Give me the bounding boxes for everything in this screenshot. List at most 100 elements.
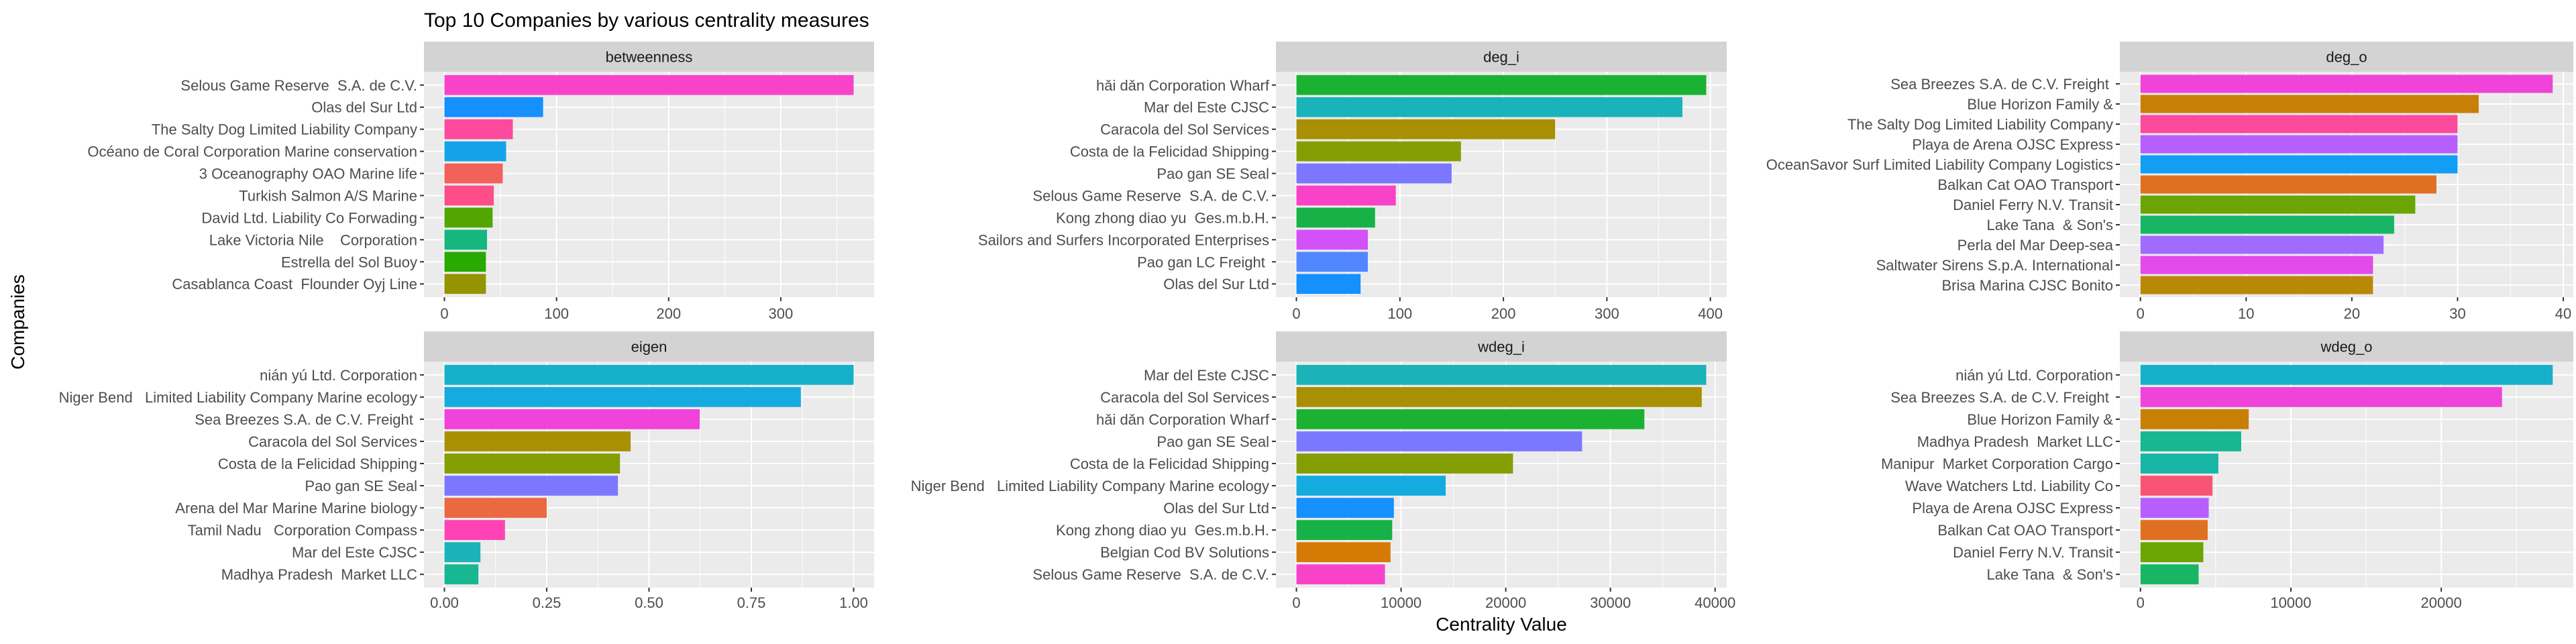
- x-tick-label: 0.50: [635, 594, 663, 611]
- bar: [2140, 74, 2553, 93]
- bar: [444, 252, 486, 272]
- x-tick-label: 10000: [1381, 594, 1421, 611]
- bar: [444, 141, 506, 162]
- category-label: Selous Game Reserve S.A. de C.V.: [1032, 566, 1269, 583]
- bar: [444, 498, 547, 518]
- bar: [2140, 215, 2394, 234]
- panel-eigen: eigen nián yú Ltd. Corporation Niger Bend …: [59, 331, 874, 611]
- x-tick-label: 200: [656, 305, 681, 322]
- x-tick-label: 30000: [1590, 594, 1631, 611]
- category-label: Niger Bend Limited Liability Company Mar…: [911, 478, 1269, 494]
- bar: [1296, 476, 1446, 496]
- x-tick-label: 40: [2555, 305, 2571, 322]
- bar: [444, 74, 854, 95]
- category-label: Costa de la Felicidad Shipping: [1070, 144, 1269, 160]
- bar: [1296, 409, 1645, 429]
- bar: [1296, 207, 1375, 228]
- category-label: Balkan Cat OAO Transport: [1937, 176, 2113, 193]
- panel-deg-o: deg_o Sea Breezes S.A. de C.V. Freight Bl…: [1766, 42, 2573, 322]
- bar: [2140, 476, 2213, 496]
- bar: [1296, 119, 1556, 140]
- bar: [1296, 163, 1452, 184]
- bar: [2140, 155, 2458, 174]
- x-axis-title: Centrality Value: [1436, 614, 1567, 635]
- y-axis-title: Companies: [7, 274, 28, 370]
- bar: [444, 185, 494, 206]
- category-label: Daniel Ferry N.V. Transit: [1953, 197, 2113, 213]
- category-label: Sea Breezes S.A. de C.V. Freight: [195, 411, 417, 428]
- panel-wdeg-o: wdeg_o nián yú Ltd. Corporation Sea Breeze…: [1881, 331, 2573, 611]
- bar: [444, 564, 479, 585]
- x-tick-label: 100: [544, 305, 569, 322]
- bar: [2140, 520, 2208, 540]
- bar: [2140, 431, 2241, 451]
- panel-wdeg-i: wdeg_i Mar del Este CJSC Caracola del Sol …: [911, 331, 1735, 611]
- facet-strip-label: wdeg_o: [2320, 339, 2372, 356]
- bar: [444, 386, 801, 407]
- category-label: nián yú Ltd. Corporation: [260, 367, 417, 384]
- category-label: hǎi dǎn Corporation Wharf: [1096, 77, 1270, 94]
- bar: [444, 520, 505, 540]
- category-label: Kong zhong diao yu Ges.m.b.H.: [1056, 209, 1269, 226]
- bar: [1296, 386, 1702, 407]
- facet-strip: [1276, 331, 1727, 362]
- bar: [2140, 453, 2218, 474]
- bar: [444, 453, 621, 474]
- category-label: Sailors and Surfers Incorporated Enterpr…: [978, 231, 1269, 248]
- category-label: Selous Game Reserve S.A. de C.V.: [180, 77, 417, 94]
- bar: [1296, 453, 1513, 474]
- bar: [1296, 141, 1461, 162]
- category-label: Lake Tana & Son's: [1987, 217, 2113, 233]
- category-label: Turkish Salmon A/S Marine: [239, 187, 417, 204]
- category-label: Wave Watchers Ltd. Liability Co: [1905, 478, 2113, 494]
- bar: [444, 409, 700, 429]
- bar: [2140, 175, 2436, 194]
- bar: [1296, 498, 1394, 518]
- bar: [444, 163, 503, 184]
- bar: [2140, 135, 2458, 154]
- category-label: Casablanca Coast Flounder Oyj Line: [172, 276, 417, 292]
- facet-strip: [1276, 42, 1727, 72]
- facet-strip: [2120, 331, 2573, 362]
- category-label: Daniel Ferry N.V. Transit: [1953, 544, 2113, 561]
- bar: [2140, 542, 2204, 563]
- facet-strip-label: deg_i: [1483, 49, 1519, 66]
- category-label: Pao gan SE Seal: [1157, 166, 1269, 182]
- chart-title: Top 10 Companies by various centrality m…: [424, 9, 869, 32]
- panels: betweenness Selous Game Reserve S.A. de C…: [59, 42, 2573, 611]
- category-label: The Salty Dog Limited Liability Company: [152, 121, 417, 138]
- x-tick-label: 0: [2137, 594, 2145, 611]
- category-label: Pao gan SE Seal: [1157, 433, 1269, 450]
- category-label: Perla del Mar Deep-sea: [1957, 237, 2114, 254]
- category-label: Playa de Arena OJSC Express: [1912, 136, 2113, 153]
- category-label: Manipur Market Corporation Cargo: [1881, 455, 2113, 472]
- category-label: David Ltd. Liability Co Forwading: [201, 209, 417, 226]
- category-label: Lake Tana & Son's: [1987, 566, 2113, 583]
- x-tick-label: 20000: [2421, 594, 2462, 611]
- bar: [1296, 542, 1391, 563]
- facet-strip-label: betweenness: [606, 49, 693, 66]
- panel-deg-i: deg_i hǎi dǎn Corporation Wharf Mar del Es…: [978, 42, 1727, 322]
- category-label: Selous Game Reserve S.A. de C.V.: [1032, 187, 1269, 204]
- x-tick-label: 1.00: [839, 594, 868, 611]
- category-label: Tamil Nadu Corporation Compass: [188, 522, 417, 539]
- category-label: Blue Horizon Family &: [1967, 96, 2113, 113]
- panel-betweenness: betweenness Selous Game Reserve S.A. de C…: [87, 42, 874, 322]
- category-label: Olas del Sur Ltd: [1163, 500, 1269, 517]
- category-label: Kong zhong diao yu Ges.m.b.H.: [1056, 522, 1269, 539]
- bar: [1296, 74, 1707, 95]
- x-tick-label: 300: [769, 305, 794, 322]
- category-label: Brisa Marina CJSC Bonito: [1941, 277, 2113, 294]
- facet-strip-label: deg_o: [2326, 49, 2367, 66]
- bar: [444, 119, 513, 140]
- bar: [1296, 185, 1396, 206]
- category-label: Pao gan SE Seal: [305, 478, 417, 494]
- bar: [444, 364, 854, 385]
- x-tick-label: 400: [1698, 305, 1723, 322]
- x-tick-label: 30: [2449, 305, 2465, 322]
- category-label: Balkan Cat OAO Transport: [1937, 522, 2113, 539]
- category-label: Mar del Este CJSC: [292, 544, 417, 561]
- facet-strip: [424, 42, 874, 72]
- bar: [2140, 256, 2373, 274]
- bar: [1296, 520, 1393, 540]
